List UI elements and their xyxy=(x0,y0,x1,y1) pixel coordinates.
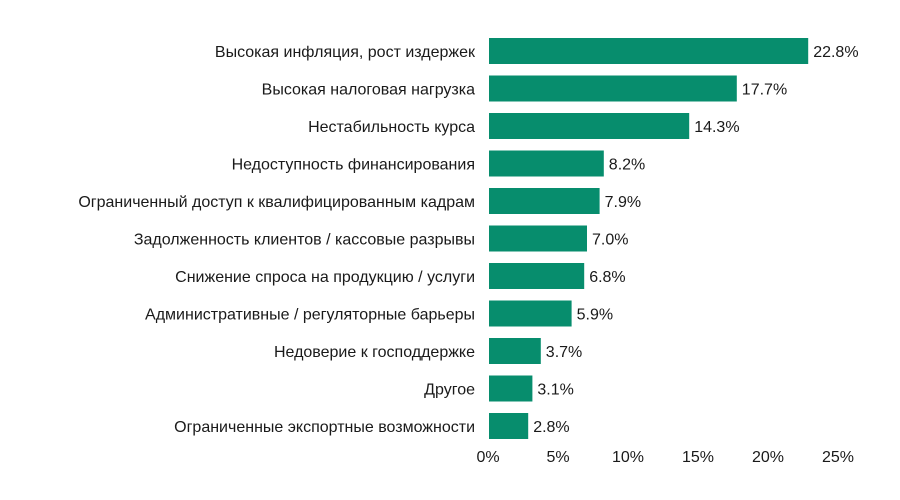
bar xyxy=(489,263,585,289)
category-label: Нестабильность курса xyxy=(308,119,475,136)
value-label: 7.9% xyxy=(605,194,641,211)
bar xyxy=(489,188,600,214)
value-label: 14.3% xyxy=(694,119,739,136)
bar xyxy=(489,338,541,364)
category-label: Снижение спроса на продукцию / услуги xyxy=(175,269,475,286)
category-label: Ограниченные экспортные возможности xyxy=(174,419,475,436)
x-tick-label: 15% xyxy=(682,449,714,466)
bar xyxy=(489,150,604,177)
x-tick-label: 25% xyxy=(822,449,854,466)
x-tick-label: 0% xyxy=(476,449,499,466)
value-label: 3.7% xyxy=(546,344,582,361)
bar xyxy=(489,375,533,402)
value-label: 3.1% xyxy=(537,382,573,399)
x-tick-label: 5% xyxy=(546,449,569,466)
value-label: 5.9% xyxy=(577,307,613,324)
category-label: Недоступность финансирования xyxy=(232,157,475,174)
value-label: 7.0% xyxy=(592,232,628,249)
bar xyxy=(489,300,572,327)
value-label: 2.8% xyxy=(533,419,569,436)
value-label: 6.8% xyxy=(589,269,625,286)
category-label: Высокая инфляция, рост издержек xyxy=(215,44,476,61)
x-tick-label: 20% xyxy=(752,449,784,466)
category-label: Другое xyxy=(424,382,475,399)
category-label: Высокая налоговая нагрузка xyxy=(262,82,475,99)
category-label: Задолженность клиентов / кассовые разрыв… xyxy=(134,232,475,249)
category-label: Ограниченный доступ к квалифицированным … xyxy=(78,194,475,211)
x-tick-label: 10% xyxy=(612,449,644,466)
bar xyxy=(489,38,809,64)
bar xyxy=(489,75,737,102)
category-label: Административные / регуляторные барьеры xyxy=(145,307,475,324)
bar xyxy=(489,225,587,252)
bar xyxy=(489,113,690,139)
value-label: 8.2% xyxy=(609,157,645,174)
category-label: Недоверие к господдержке xyxy=(274,344,475,361)
value-label: 17.7% xyxy=(742,82,787,99)
bar xyxy=(489,413,529,439)
value-label: 22.8% xyxy=(813,44,858,61)
